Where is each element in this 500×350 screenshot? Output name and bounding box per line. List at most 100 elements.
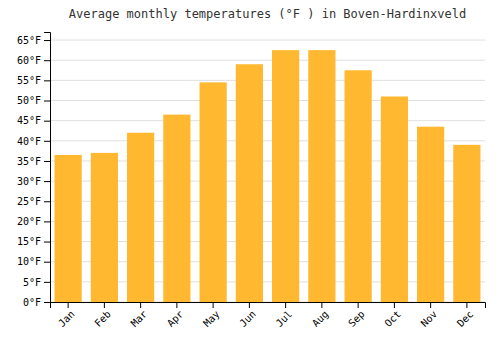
bar xyxy=(200,82,227,302)
y-tick-label: 55°F xyxy=(17,75,41,86)
grid-line xyxy=(50,100,485,101)
x-tick-label: May xyxy=(201,308,222,329)
bar xyxy=(55,155,82,302)
y-tick-label: 60°F xyxy=(17,55,41,66)
x-tick-label: Jan xyxy=(56,308,77,329)
y-tick: 0°F xyxy=(23,297,50,308)
x-tick: Apr xyxy=(165,302,186,329)
x-tick-mark xyxy=(430,302,431,308)
x-tick: Sep xyxy=(346,302,367,329)
y-tick: 45°F xyxy=(17,115,50,126)
bar xyxy=(345,70,372,302)
x-tick-label: Nov xyxy=(419,308,440,329)
x-tick-mark xyxy=(394,302,395,308)
x-tick: Jun xyxy=(237,302,258,329)
plot-area: 0°F 5°F 10°F 15°F 20°F 25°F 30°F 35°F 40°F 45°F 50… xyxy=(17,33,486,329)
x-tick-label: Feb xyxy=(92,308,113,329)
bar xyxy=(453,145,480,302)
y-tick-mark xyxy=(44,242,50,243)
y-tick-mark xyxy=(44,40,50,41)
grid-line xyxy=(50,80,485,81)
y-tick-mark xyxy=(44,282,50,283)
y-tick-label: 25°F xyxy=(17,196,41,207)
bar xyxy=(417,127,444,302)
y-tick-mark xyxy=(44,181,50,182)
grid xyxy=(50,40,485,302)
bar xyxy=(127,133,154,302)
bar xyxy=(236,64,263,302)
x-tick: Feb xyxy=(92,302,113,329)
x-tick: Nov xyxy=(419,302,440,329)
grid-line xyxy=(50,40,485,41)
y-tick: 35°F xyxy=(17,156,50,167)
x-tick-label: Mar xyxy=(129,308,150,329)
y-tick: 25°F xyxy=(17,196,50,207)
y-tick: 10°F xyxy=(17,256,50,267)
y-tick-label: 35°F xyxy=(17,156,41,167)
x-axis: Jan Feb Mar Apr May Jun Jul Aug Sep Oct Nov Dec xyxy=(51,302,486,329)
y-tick-mark xyxy=(44,121,50,122)
y-tick-label: 15°F xyxy=(17,236,41,247)
x-tick-mark xyxy=(285,302,286,308)
bar xyxy=(381,96,408,302)
y-tick-label: 10°F xyxy=(17,256,41,267)
title: Average monthly temperatures (°F ) in Bo… xyxy=(69,7,466,21)
x-tick-label: Dec xyxy=(455,308,476,329)
bar xyxy=(272,50,299,302)
y-tick: 15°F xyxy=(17,236,50,247)
x-tick-mark xyxy=(213,302,214,308)
y-tick: 40°F xyxy=(17,136,50,147)
x-tick-mark xyxy=(249,302,250,308)
y-tick: 50°F xyxy=(17,95,50,106)
bar xyxy=(308,50,335,302)
x-tick: Jul xyxy=(274,302,295,329)
y-tick-mark xyxy=(44,161,50,162)
x-tick: May xyxy=(201,302,222,329)
y-tick-label: 30°F xyxy=(17,176,41,187)
y-tick: 30°F xyxy=(17,176,50,187)
y-tick-mark xyxy=(44,141,50,142)
x-tick-label: Aug xyxy=(310,308,331,329)
x-tick-mark xyxy=(104,302,105,308)
y-tick: 60°F xyxy=(17,55,50,66)
y-tick: 5°F xyxy=(23,277,50,288)
x-tick-mark xyxy=(68,302,69,308)
x-tick-label: Oct xyxy=(382,308,403,329)
x-tick-mark xyxy=(321,302,322,308)
grid-line xyxy=(50,120,485,121)
x-axis-line xyxy=(51,303,486,309)
bar xyxy=(91,153,118,302)
bars xyxy=(55,50,481,302)
y-tick-label: 50°F xyxy=(17,95,41,106)
x-tick-mark xyxy=(140,302,141,308)
x-tick-label: Jul xyxy=(274,308,295,329)
y-tick-mark xyxy=(44,201,50,202)
x-tick-label: Sep xyxy=(346,308,367,329)
y-tick-label: 40°F xyxy=(17,136,41,147)
y-tick-label: 0°F xyxy=(23,297,41,308)
grid-line xyxy=(50,60,485,61)
y-tick-mark xyxy=(44,262,50,263)
x-tick-mark xyxy=(358,302,359,308)
x-tick: Jan xyxy=(56,302,77,329)
x-tick-mark xyxy=(176,302,177,308)
x-tick-label: Jun xyxy=(237,308,258,329)
y-tick-mark xyxy=(44,80,50,81)
y-tick: 20°F xyxy=(17,216,50,227)
chart: 0°F 5°F 10°F 15°F 20°F 25°F 30°F 35°F 40°F 45°F 50… xyxy=(0,0,500,350)
y-tick-mark xyxy=(44,221,50,222)
y-tick-mark xyxy=(44,60,50,61)
x-tick: Oct xyxy=(382,302,403,329)
y-axis-line xyxy=(44,33,51,303)
bar xyxy=(163,115,190,302)
y-tick: 65°F xyxy=(17,35,50,46)
y-tick-label: 5°F xyxy=(23,277,41,288)
y-tick-label: 65°F xyxy=(17,35,41,46)
x-tick-mark xyxy=(466,302,467,308)
y-tick-mark xyxy=(44,302,50,303)
y-tick: 55°F xyxy=(17,75,50,86)
x-tick: Dec xyxy=(455,302,476,329)
x-tick-label: Apr xyxy=(165,308,186,329)
x-tick: Aug xyxy=(310,302,331,329)
x-tick: Mar xyxy=(129,302,150,329)
